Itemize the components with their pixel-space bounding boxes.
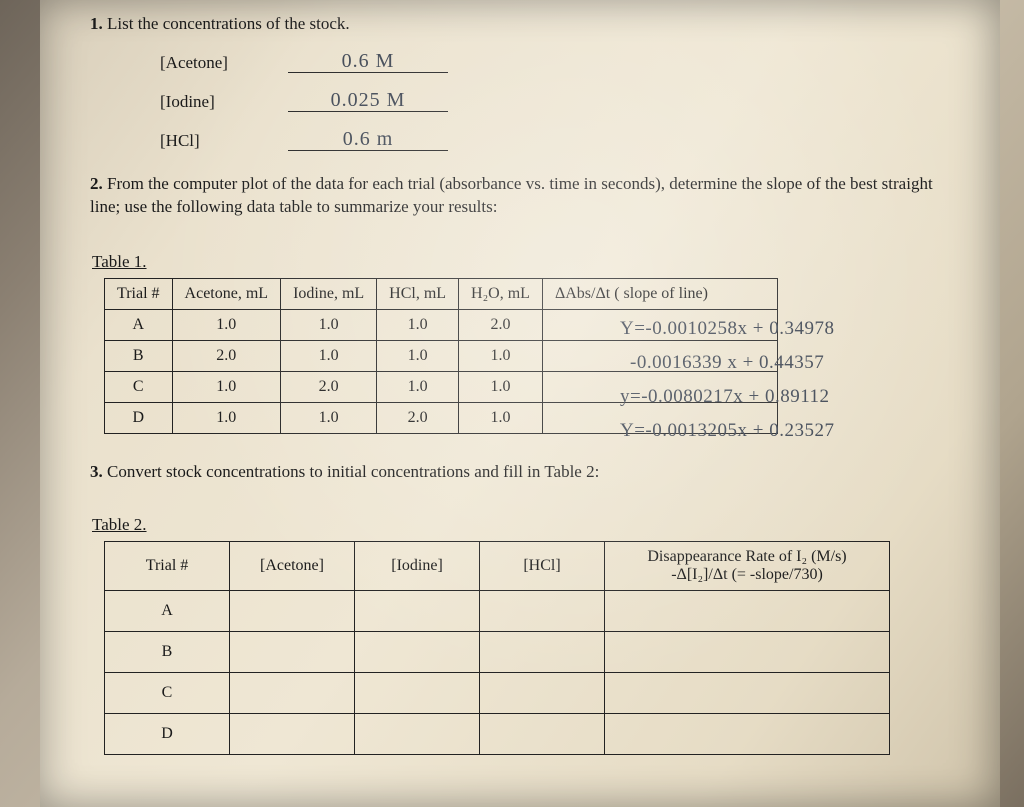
photo-background: 1. List the concentrations of the stock.… bbox=[0, 0, 1024, 807]
col-acetone: [Acetone] bbox=[230, 541, 355, 590]
cell: 1.0 bbox=[281, 402, 377, 433]
cell: 1.0 bbox=[459, 340, 543, 371]
cell bbox=[605, 631, 890, 672]
cell: 1.0 bbox=[281, 309, 377, 340]
handwritten-slope-d: Y=-0.0013205x + 0.23527 bbox=[620, 420, 834, 442]
q1-number: 1. bbox=[90, 14, 103, 33]
handwritten-value: 0.025 M bbox=[331, 89, 406, 111]
col-rate: Disappearance Rate of I₂ (M/s) -Δ[I₂]/Δt… bbox=[605, 541, 890, 590]
cell: 2.0 bbox=[377, 402, 459, 433]
cell: 2.0 bbox=[172, 340, 281, 371]
table-row: Trial # [Acetone] [Iodine] [HCl] Disappe… bbox=[105, 541, 890, 590]
q2-text: From the computer plot of the data for e… bbox=[90, 174, 933, 216]
stock-label: [HCl] bbox=[160, 131, 270, 151]
cell bbox=[480, 631, 605, 672]
question-3: 3. Convert stock concentrations to initi… bbox=[90, 462, 960, 482]
table-row: Trial # Acetone, mL Iodine, mL HCl, mL H… bbox=[105, 278, 778, 309]
cell: A bbox=[105, 309, 173, 340]
col-h2o: H₂O, mL bbox=[459, 278, 543, 309]
cell: 1.0 bbox=[172, 371, 281, 402]
cell bbox=[355, 631, 480, 672]
cell: 1.0 bbox=[377, 340, 459, 371]
col-trial: Trial # bbox=[105, 541, 230, 590]
cell bbox=[230, 631, 355, 672]
col-acetone: Acetone, mL bbox=[172, 278, 281, 309]
cell: 1.0 bbox=[281, 340, 377, 371]
stock-blank: 0.6 M bbox=[288, 48, 448, 73]
cell bbox=[355, 713, 480, 754]
cell: C bbox=[105, 672, 230, 713]
col-slope: ΔAbs/Δt ( slope of line) bbox=[542, 278, 777, 309]
stock-row-acetone: [Acetone] 0.6 M bbox=[160, 48, 960, 73]
table-row: A bbox=[105, 590, 890, 631]
cell bbox=[230, 590, 355, 631]
cell bbox=[480, 590, 605, 631]
cell: 1.0 bbox=[377, 371, 459, 402]
table-2: Trial # [Acetone] [Iodine] [HCl] Disappe… bbox=[104, 541, 890, 755]
cell bbox=[605, 672, 890, 713]
question-2: 2. From the computer plot of the data fo… bbox=[90, 173, 960, 219]
cell: 1.0 bbox=[377, 309, 459, 340]
cell: A bbox=[105, 590, 230, 631]
cell bbox=[605, 713, 890, 754]
col-iodine: [Iodine] bbox=[355, 541, 480, 590]
handwritten-slope-c: y=-0.0080217x + 0.89112 bbox=[620, 386, 830, 408]
rate-line-1: Disappearance Rate of I₂ (M/s) bbox=[617, 548, 877, 566]
table-row: C bbox=[105, 672, 890, 713]
cell: 2.0 bbox=[281, 371, 377, 402]
handwritten-value: 0.6 M bbox=[342, 50, 395, 72]
col-hcl: HCl, mL bbox=[377, 278, 459, 309]
question-1: 1. List the concentrations of the stock. bbox=[90, 14, 960, 34]
handwritten-slope-b: -0.0016339 x + 0.44357 bbox=[630, 352, 824, 374]
cell bbox=[230, 672, 355, 713]
cell: D bbox=[105, 713, 230, 754]
stock-label: [Iodine] bbox=[160, 92, 270, 112]
q3-text: Convert stock concentrations to initial … bbox=[107, 462, 599, 481]
cell bbox=[480, 672, 605, 713]
col-trial: Trial # bbox=[105, 278, 173, 309]
col-hcl: [HCl] bbox=[480, 541, 605, 590]
handwritten-value: 0.6 m bbox=[343, 128, 394, 150]
cell bbox=[480, 713, 605, 754]
q1-text: List the concentrations of the stock. bbox=[107, 14, 350, 33]
cell: B bbox=[105, 631, 230, 672]
stock-label: [Acetone] bbox=[160, 53, 270, 73]
table-row: B bbox=[105, 631, 890, 672]
table2-caption: Table 2. bbox=[92, 515, 147, 535]
q2-number: 2. bbox=[90, 174, 103, 193]
cell: 2.0 bbox=[459, 309, 543, 340]
stock-blank: 0.025 M bbox=[288, 87, 448, 112]
table-row: D bbox=[105, 713, 890, 754]
cell: D bbox=[105, 402, 173, 433]
table1-caption: Table 1. bbox=[92, 252, 147, 272]
cell bbox=[605, 590, 890, 631]
table1-wrapper: Trial # Acetone, mL Iodine, mL HCl, mL H… bbox=[90, 278, 960, 434]
cell bbox=[355, 590, 480, 631]
cell bbox=[355, 672, 480, 713]
cell: C bbox=[105, 371, 173, 402]
cell: 1.0 bbox=[172, 402, 281, 433]
stock-list: [Acetone] 0.6 M [Iodine] 0.025 M [HCl] 0… bbox=[160, 48, 960, 151]
handwritten-slope-a: Y=-0.0010258x + 0.34978 bbox=[620, 318, 834, 340]
worksheet-paper: 1. List the concentrations of the stock.… bbox=[40, 0, 1000, 807]
cell: B bbox=[105, 340, 173, 371]
stock-blank: 0.6 m bbox=[288, 126, 448, 151]
cell bbox=[230, 713, 355, 754]
cell: 1.0 bbox=[172, 309, 281, 340]
stock-row-iodine: [Iodine] 0.025 M bbox=[160, 87, 960, 112]
col-iodine: Iodine, mL bbox=[281, 278, 377, 309]
cell: 1.0 bbox=[459, 402, 543, 433]
stock-row-hcl: [HCl] 0.6 m bbox=[160, 126, 960, 151]
rate-line-2: -Δ[I₂]/Δt (= -slope/730) bbox=[617, 566, 877, 584]
q3-number: 3. bbox=[90, 462, 103, 481]
cell: 1.0 bbox=[459, 371, 543, 402]
